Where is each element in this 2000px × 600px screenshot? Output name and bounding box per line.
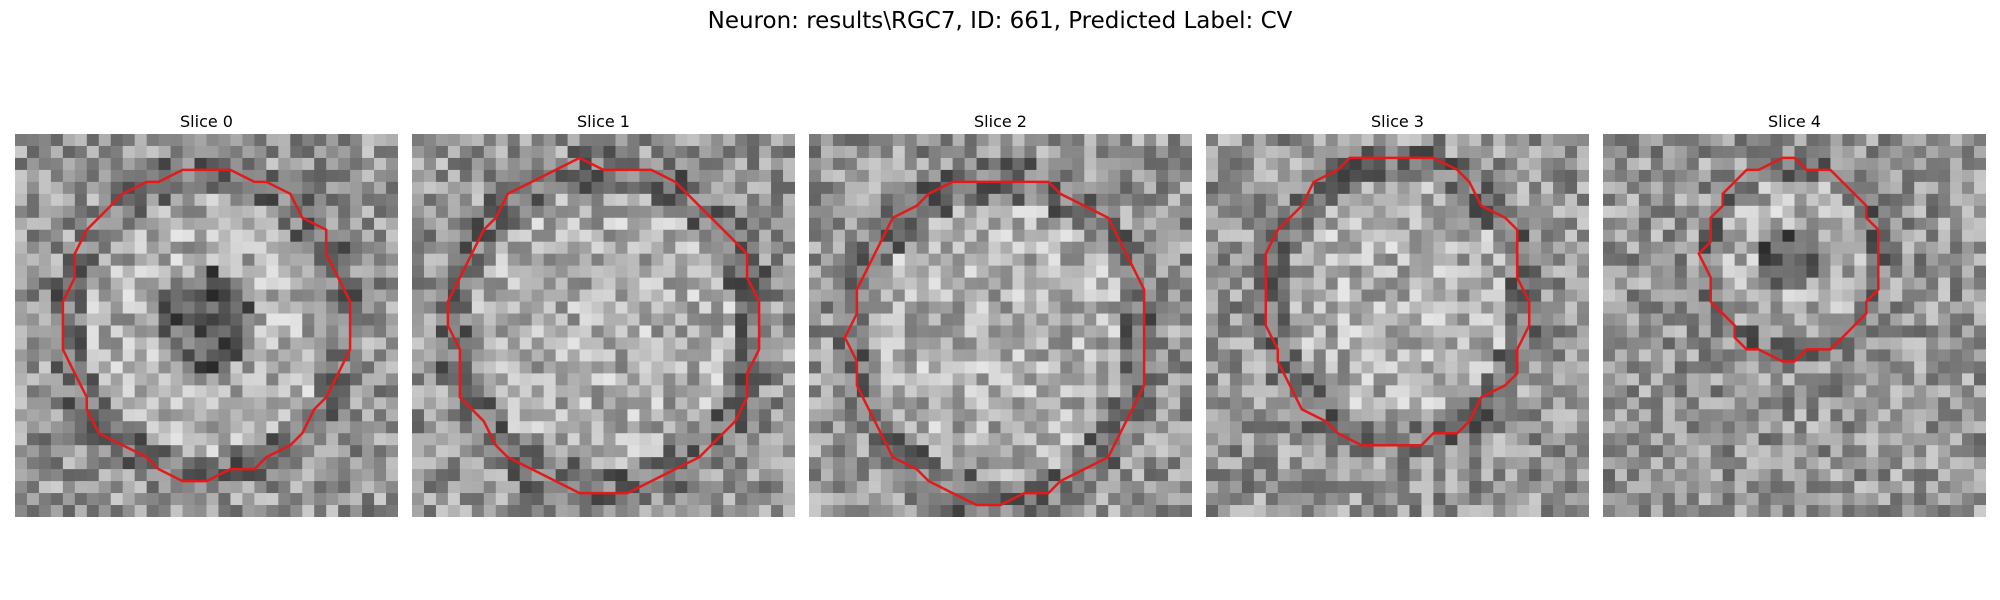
slice-image (1603, 134, 1986, 517)
roi-contour (843, 180, 1146, 507)
roi-contour (446, 156, 761, 495)
roi-contour (1697, 156, 1880, 363)
pixel-grid (412, 134, 795, 517)
roi-contour (1264, 156, 1531, 447)
pixel-grid (15, 134, 398, 517)
slice-panel-2: Slice 2 (809, 110, 1192, 517)
figure-title: Neuron: results\RGC7, ID: 661, Predicted… (707, 8, 1293, 34)
pixel-grid (1206, 134, 1589, 517)
slice-panel-0: Slice 0 (15, 110, 398, 517)
slice-panel-3: Slice 3 (1206, 110, 1589, 517)
slice-title: Slice 0 (180, 112, 233, 131)
slice-image (412, 134, 795, 517)
slice-title: Slice 1 (577, 112, 630, 131)
slice-title: Slice 4 (1768, 112, 1821, 131)
slice-image (809, 134, 1192, 517)
slice-image (15, 134, 398, 517)
slice-panel-1: Slice 1 (412, 110, 795, 517)
slice-panel-4: Slice 4 (1603, 110, 1986, 517)
pixel-grid (1603, 134, 1986, 517)
slice-title: Slice 3 (1371, 112, 1424, 131)
slice-title: Slice 2 (974, 112, 1027, 131)
slice-image (1206, 134, 1589, 517)
pixel-grid (809, 134, 1192, 517)
roi-contour (61, 168, 352, 483)
